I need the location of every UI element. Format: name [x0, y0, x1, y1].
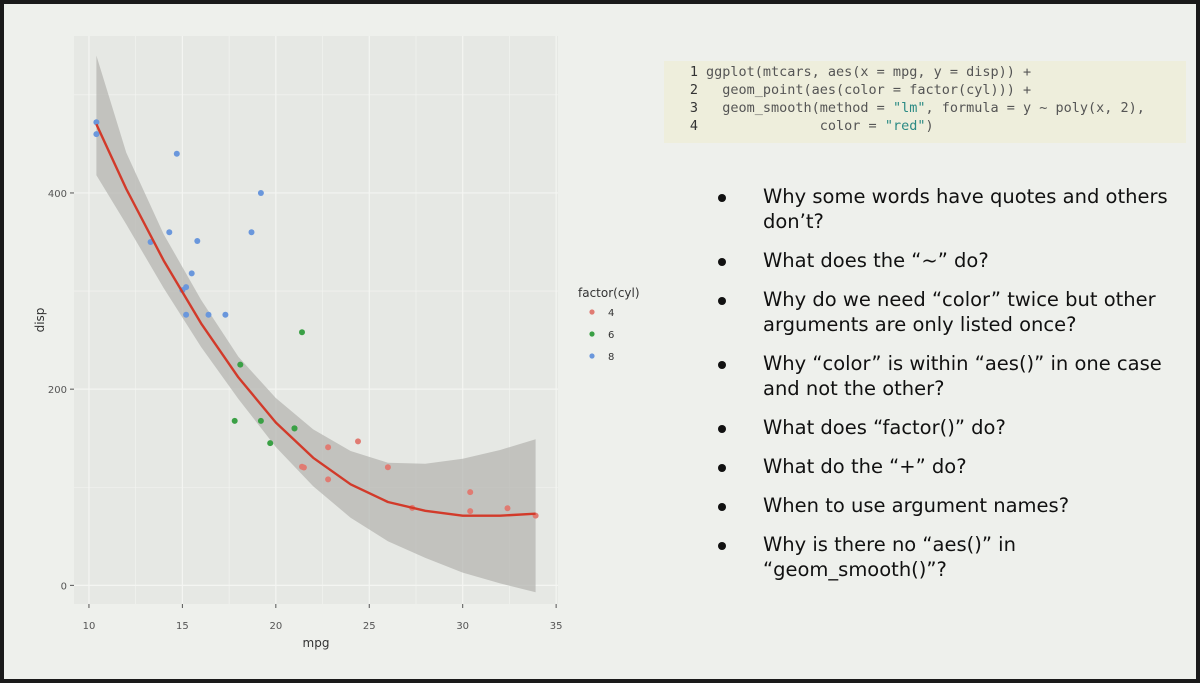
- x-tick-label: 30: [456, 621, 469, 632]
- x-tick-label: 25: [363, 621, 376, 632]
- point-cyl-4: [467, 489, 474, 496]
- question-item: What does “factor()” do?: [714, 415, 1184, 440]
- point-cyl-4: [384, 464, 391, 471]
- grid-lines: [74, 36, 558, 604]
- code-text: geom_point(aes(color = factor(cyl))) +: [706, 82, 1032, 98]
- point-cyl-4: [355, 438, 361, 445]
- y-tick-label: 400: [48, 189, 67, 200]
- legend-label-6: 6: [608, 330, 614, 341]
- line-number: 1: [689, 64, 698, 80]
- line-number: 2: [689, 82, 698, 98]
- point-cyl-8: [188, 270, 195, 277]
- point-cyl-6: [231, 417, 238, 424]
- x-tick-label: 20: [269, 621, 282, 632]
- question-item: When to use argument names?: [714, 493, 1184, 518]
- code-line: 4 color = "red"): [664, 117, 1186, 135]
- point-cyl-8: [93, 119, 100, 126]
- axes: 10 15 20 25 30 35 0 200 400: [48, 189, 563, 632]
- legend-title: factor(cyl): [578, 286, 640, 300]
- legend: factor(cyl) 4 6 8: [578, 286, 640, 363]
- question-item: Why “color” is within “aes()” in one cas…: [714, 351, 1184, 401]
- y-tick-label: 0: [61, 581, 67, 592]
- point-cyl-6: [257, 417, 264, 424]
- point-cyl-8: [173, 150, 180, 157]
- x-tick-label: 15: [176, 621, 189, 632]
- point-cyl-8: [166, 229, 173, 236]
- fit-curve: [95, 123, 536, 517]
- code-line: 1 ggplot(mtcars, aes(x = mpg, y = disp)) …: [664, 63, 1186, 81]
- code-string: "lm": [892, 100, 926, 116]
- code-text: ): [925, 118, 934, 134]
- confidence-ribbon: [96, 55, 536, 593]
- point-cyl-6: [291, 425, 298, 432]
- question-item: Why some words have quotes and others do…: [714, 184, 1184, 234]
- question-item: Why is there no “aes()” in “geom_smooth(…: [714, 532, 1184, 582]
- scatter-plot: 10 15 20 25 30 35 0 200 400 mpg disp factor(cyl)…: [33, 36, 640, 650]
- point-cyl-4: [325, 444, 332, 451]
- slide: 10 15 20 25 30 35 0 200 400 mpg disp factor(cyl)…: [4, 4, 1196, 679]
- confidence-band: [96, 55, 536, 593]
- legend-label-4: 4: [608, 308, 614, 319]
- x-tick-label: 35: [550, 621, 563, 632]
- question-item: What does the “~” do?: [714, 248, 1184, 273]
- code-string: "red": [884, 118, 926, 134]
- legend-key-8: [589, 353, 595, 359]
- y-axis-label: disp: [33, 308, 47, 333]
- point-cyl-8: [205, 311, 212, 318]
- point-cyl-4: [504, 505, 511, 512]
- x-tick-label: 10: [83, 621, 96, 632]
- point-cyl-8: [222, 311, 229, 318]
- line-number: 3: [689, 100, 698, 116]
- data-points: [93, 119, 539, 519]
- code-block: 1 ggplot(mtcars, aes(x = mpg, y = disp)) …: [664, 61, 1186, 143]
- point-cyl-4: [299, 463, 305, 470]
- code-text: ggplot(mtcars, aes(x = mpg, y = disp)) +: [706, 64, 1032, 80]
- point-cyl-6: [299, 329, 305, 336]
- point-cyl-6: [237, 361, 244, 368]
- point-cyl-8: [183, 311, 190, 318]
- legend-label-8: 8: [608, 352, 614, 363]
- question-item: What do the “+” do?: [714, 454, 1184, 479]
- code-text: geom_smooth(method =: [706, 100, 893, 116]
- legend-key-4: [589, 309, 595, 315]
- code-line: 2 geom_point(aes(color = factor(cyl))) +: [664, 81, 1186, 99]
- point-cyl-8: [194, 238, 201, 244]
- code-text: , formula = y ~ poly(x, 2),: [925, 100, 1145, 116]
- x-axis-label: mpg: [303, 636, 330, 650]
- point-cyl-4: [467, 508, 474, 515]
- point-cyl-8: [257, 190, 264, 196]
- question-list: Why some words have quotes and others do…: [714, 184, 1184, 596]
- code-text: color =: [706, 118, 885, 134]
- fit-line: [95, 123, 536, 517]
- point-cyl-8: [248, 229, 255, 236]
- point-cyl-4: [325, 476, 332, 483]
- point-cyl-6: [267, 440, 274, 447]
- y-tick-label: 200: [48, 385, 67, 396]
- point-cyl-8: [93, 131, 100, 138]
- legend-key-6: [589, 331, 595, 337]
- line-number: 4: [689, 118, 698, 134]
- code-line: 3 geom_smooth(method = "lm", formula = y…: [664, 99, 1186, 117]
- question-item: Why do we need “color” twice but other a…: [714, 287, 1184, 337]
